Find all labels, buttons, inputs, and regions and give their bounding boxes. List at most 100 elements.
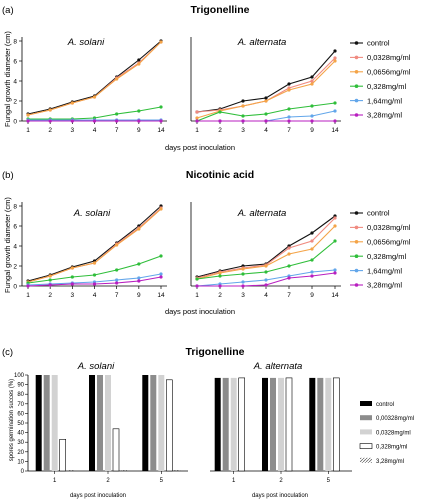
b-alternata-legend-marker [354, 211, 359, 215]
b-solani-x-tick-label: 7 [115, 292, 119, 299]
a-alternata-x-tick-label: 9 [310, 127, 314, 134]
b-solani-x-tick-label: 9 [137, 292, 141, 299]
b-alternata-data-point [310, 239, 314, 243]
a-alternata-data-point [264, 96, 268, 100]
a-alternata-legend-marker [354, 98, 359, 103]
b-alternata-legend-label: 0,0328mg/ml [367, 223, 411, 232]
c-legend-label: control [376, 402, 394, 408]
a-solani-x-tick-label: 9 [137, 127, 141, 134]
c-alternata-x-tick-label: 5 [327, 478, 331, 484]
a-solani-x-tick-label: 2 [48, 127, 52, 134]
a-alternata-data-point [310, 119, 314, 123]
a-alternata-data-point [264, 112, 268, 116]
b-alternata-x-tick-label: 1 [195, 292, 199, 299]
a-alternata-data-point [287, 88, 291, 92]
b-alternata-data-point [310, 231, 314, 235]
b-alternata-data-point [218, 284, 222, 288]
a-alternata-x-tick-label: 14 [331, 127, 339, 134]
b-solani-data-point [159, 272, 163, 276]
panel-c-label: (c) [2, 347, 13, 358]
b-alternata-legend-label: 0,0656mg/ml [367, 238, 411, 247]
b-alternata-data-point [195, 284, 199, 288]
c-solani-bar [43, 375, 50, 471]
c-solani-bar [35, 375, 42, 471]
a-solani-y-tick-label: 2 [13, 98, 17, 105]
c-alternata-bar [285, 377, 293, 472]
a-solani-data-point [115, 112, 119, 116]
b-solani-chart: 0 2 4 6 8 1 2 3 4 7 9 14 [13, 202, 167, 299]
c-legend-swatch [360, 429, 372, 435]
panel-b-xlabel: days post inoculation [165, 307, 235, 316]
b-solani-data-point [137, 227, 141, 231]
c-solani-bar [150, 375, 157, 471]
b-alternata-x-tick-label: 2 [218, 292, 222, 299]
b-solani-data-point [115, 281, 119, 285]
c-solani-bar [59, 438, 67, 472]
a-solani-data-point [92, 119, 97, 123]
b-alternata-data-point [310, 247, 314, 251]
a-alternata-data-point [195, 110, 199, 114]
c-solani-y-tick-label: 90 [17, 383, 24, 389]
c-solani-chart: 0 10 20 30 40 50 60 70 80 90 100 1 2 5 [14, 373, 188, 484]
b-solani-x-tick-label: 4 [93, 292, 97, 299]
c-alternata-x-tick-label: 1 [232, 478, 236, 484]
a-alternata-legend-marker [354, 113, 359, 117]
b-solani-data-point [70, 275, 74, 279]
b-solani-x-tick-label: 14 [157, 292, 165, 299]
b-solani-series-line [27, 208, 162, 283]
b-alternata-chart: 1 2 3 4 7 9 14 control 0,0328mg/ml 0,0656mg/ml 0,3… [190, 202, 411, 299]
a-alternata-data-point [195, 116, 199, 120]
b-alternata-x-tick-label: 14 [331, 292, 339, 299]
c-solani-bar [121, 470, 127, 471]
b-alternata-legend-label: 1,64mg/ml [367, 266, 402, 275]
b-alternata-legend-marker [354, 240, 359, 244]
b-alternata-data-point [333, 239, 337, 243]
a-solani-x-tick-label: 3 [71, 127, 75, 134]
a-alternata-data-point [333, 49, 337, 53]
b-alternata-data-point [287, 252, 291, 256]
c-solani-bar [158, 375, 165, 471]
b-solani-data-point [70, 266, 74, 270]
a-solani-data-point [70, 119, 74, 123]
a-alternata-series-line [196, 57, 336, 113]
a-alternata-data-point [241, 99, 245, 103]
a-alternata-data-point [241, 104, 245, 108]
panel-b-solani-title: A. solani [73, 208, 111, 219]
c-solani-bar [174, 470, 181, 471]
c-alternata-bar [230, 377, 237, 471]
c-solani-bar [97, 375, 103, 471]
b-solani-data-point [159, 254, 163, 258]
a-alternata-data-point [287, 82, 291, 86]
c-alternata-bar [262, 377, 268, 471]
b-alternata-series-line [196, 217, 336, 279]
panel-b-ylabel: Fungal growth diameter (cm) [3, 197, 12, 293]
c-alternata-x-tick-label: 2 [279, 478, 283, 484]
a-solani-chart: 0 2 4 6 8 1 2 3 4 7 9 14 [13, 37, 167, 134]
b-solani-data-point [70, 282, 74, 286]
a-alternata-legend-label: 0,0328mg/ml [367, 53, 411, 62]
c-solani-bar [105, 375, 111, 471]
panel-a-label: (a) [2, 5, 14, 16]
b-solani-data-point [159, 275, 163, 279]
b-alternata-data-point [264, 264, 268, 268]
a-alternata-legend-marker [354, 41, 359, 45]
b-alternata-data-point [241, 272, 245, 276]
panel-b-label: (b) [2, 170, 14, 181]
c-legend-swatch [360, 457, 372, 463]
a-solani-y-tick-label: 0 [13, 118, 17, 125]
b-solani-data-point [115, 268, 119, 272]
a-solani-y-tick-label: 4 [13, 78, 17, 85]
a-alternata-legend-label: control [367, 39, 390, 48]
b-alternata-legend-marker [354, 254, 359, 258]
a-alternata-data-point [310, 114, 314, 118]
panel-a-ylabel: Fungal growth diameter (cm) [3, 31, 12, 127]
b-alternata-data-point [333, 271, 337, 275]
a-solani-data-point [48, 119, 52, 123]
a-alternata-data-point [287, 107, 291, 111]
a-solani-y-tick-label: 8 [13, 38, 17, 45]
b-alternata-data-point [241, 280, 245, 284]
a-alternata-legend-label: 1,64mg/ml [367, 96, 402, 105]
a-alternata-data-point [241, 114, 245, 118]
c-legend-label: 0,0328mg/ml [376, 430, 411, 436]
